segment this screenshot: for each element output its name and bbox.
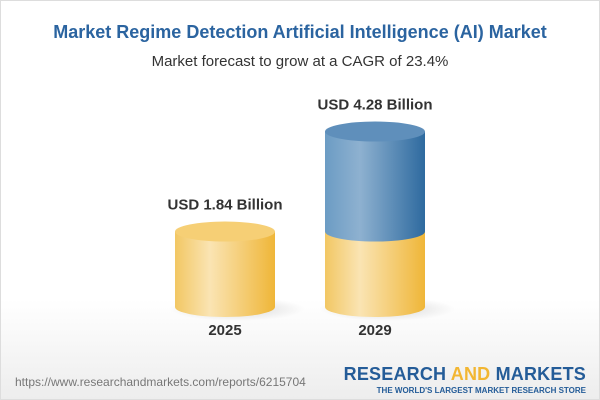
category-label: 2025 bbox=[208, 322, 241, 339]
bar-2025 bbox=[175, 231, 275, 317]
data-label: USD 4.28 Billion bbox=[317, 97, 432, 114]
research-and-markets-logo: RESEARCH AND MARKETS THE WORLD'S LARGEST… bbox=[343, 364, 586, 395]
data-label: USD 1.84 Billion bbox=[167, 197, 282, 214]
chart-title: Market Regime Detection Artificial Intel… bbox=[53, 22, 547, 42]
chart-subtitle: Market forecast to grow at a CAGR of 23.… bbox=[151, 53, 449, 70]
bar-2029-growth bbox=[325, 131, 425, 242]
category-label: 2029 bbox=[358, 322, 391, 339]
logo-tagline: THE WORLD'S LARGEST MARKET RESEARCH STOR… bbox=[376, 386, 586, 395]
bar-2029-base bbox=[325, 231, 425, 317]
source-url[interactable]: https://www.researchandmarkets.com/repor… bbox=[15, 375, 306, 389]
bar-2029-growth-top bbox=[325, 121, 425, 142]
bar-2025-top bbox=[175, 221, 275, 242]
